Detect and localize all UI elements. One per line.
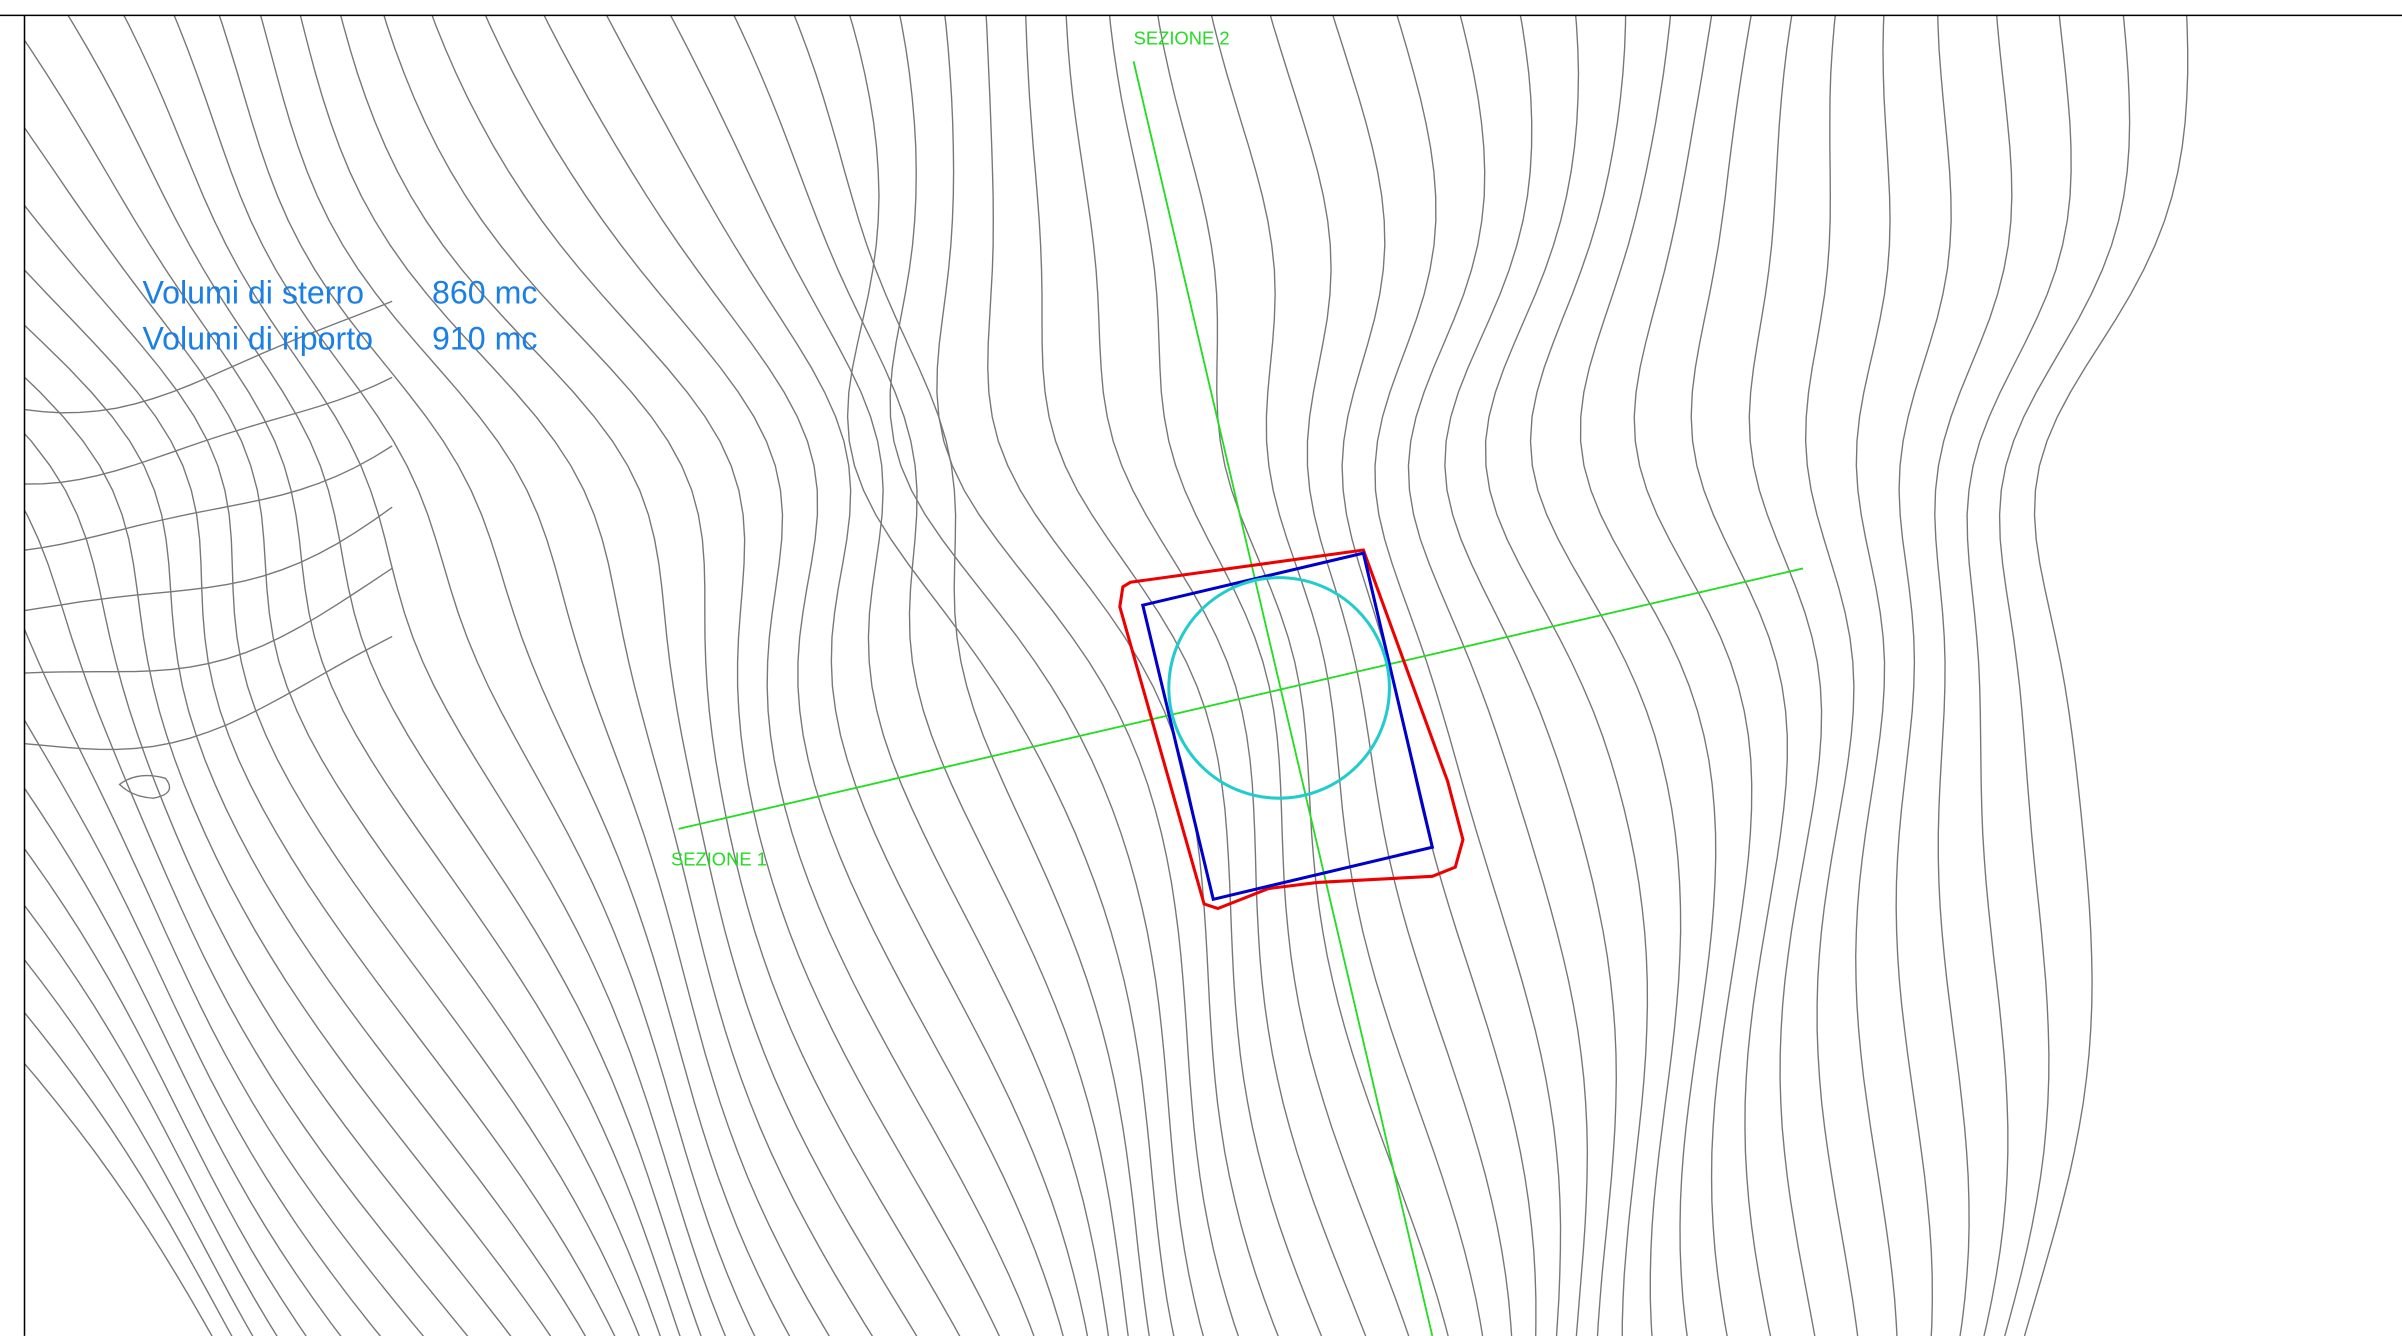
background xyxy=(0,0,2402,1336)
volume-value: 910 mc xyxy=(432,320,537,356)
volume-label: Volumi di sterro xyxy=(142,274,364,310)
section-label: SEZIONE 1 xyxy=(671,849,767,870)
page: {"volumes":{"rows":[{"label":"Volumi di … xyxy=(0,0,2402,1336)
volume-label: Volumi di riporto xyxy=(142,320,373,356)
section-label: SEZIONE 2 xyxy=(1134,28,1230,49)
cad-drawing: SEZIONE 1 SEZIONE 2 Volumi di sterro 860… xyxy=(0,0,2402,1336)
volume-value: 860 mc xyxy=(432,274,537,310)
